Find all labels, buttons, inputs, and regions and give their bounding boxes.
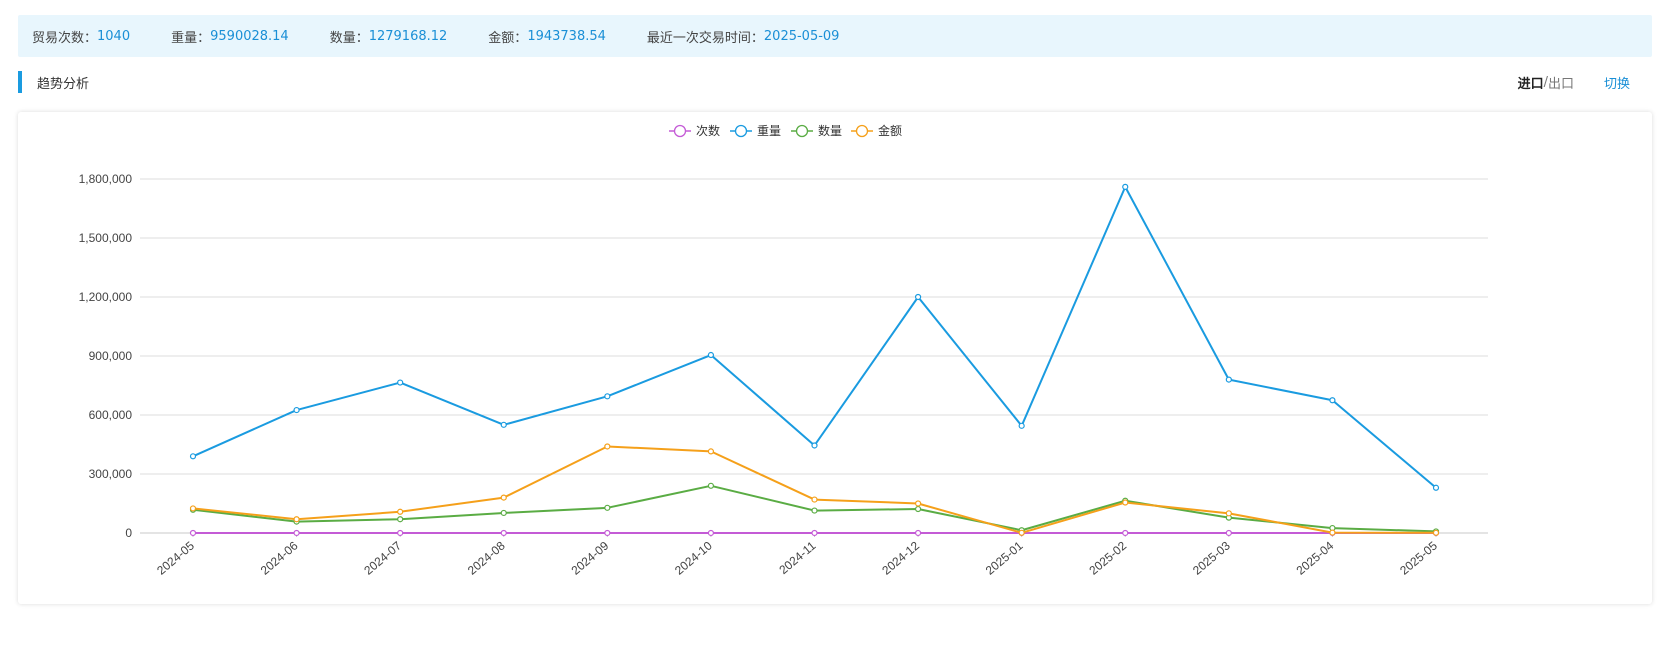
amount-label: 金额： (488, 30, 528, 46)
data-point (914, 529, 922, 537)
y-tick-label: 1,200,000 (79, 290, 133, 304)
quantity-label: 数量： (329, 30, 369, 46)
x-tick-label: 2025-05 (1397, 538, 1440, 577)
amount-stat: 金额： 1943738.54 (488, 27, 606, 46)
data-point (811, 442, 818, 449)
section-title: 趋势分析 (37, 76, 90, 92)
x-tick-label: 2025-04 (1294, 538, 1337, 577)
trend-chart-card: 0 300,000 600,000 900,000 1,200,000 1,500,000… (18, 112, 1652, 604)
data-point (707, 529, 715, 537)
legend-swatch-marker (734, 124, 748, 138)
data-point (1329, 397, 1336, 404)
last-trade-label: 最近一次交易时间： (646, 30, 764, 46)
data-point (1122, 499, 1129, 506)
data-point (189, 453, 197, 460)
legend-label: 重量 (757, 124, 781, 138)
import-toggle[interactable]: 进口 (1517, 76, 1544, 92)
quantity-stat: 数量： 1279168.12 (330, 27, 448, 46)
data-point (914, 293, 922, 301)
data-point (397, 379, 404, 386)
x-tick-label: 2024-11 (776, 538, 818, 577)
legend-label: 数量 (818, 123, 842, 138)
data-point (500, 529, 507, 537)
data-point (604, 393, 611, 400)
last-trade-stat: 最近一次交易时间： 2025-05-09 (647, 27, 840, 46)
weight-value: 9590028.14 (210, 28, 289, 44)
data-point (500, 494, 507, 501)
data-point (1122, 529, 1129, 537)
data-point (1432, 484, 1440, 491)
legend-label: 次数 (696, 123, 720, 138)
y-tick-label: 900,000 (89, 349, 133, 363)
legend-label: 金额 (878, 123, 902, 138)
x-tick-label: 2024-07 (361, 538, 404, 577)
legend-swatch-marker (795, 124, 809, 138)
switch-button[interactable]: 切换 (1603, 76, 1630, 92)
data-point (189, 505, 197, 512)
x-tick-label: 2024-10 (672, 538, 715, 577)
y-tick-label: 600,000 (89, 408, 133, 422)
x-tick-label: 2024-06 (258, 538, 301, 577)
section-accent-bar (18, 71, 22, 93)
trade-count-label: 贸易次数： (32, 30, 98, 46)
data-point (914, 500, 922, 507)
x-tick-label: 2024-09 (569, 538, 612, 577)
data-point (189, 529, 197, 537)
trade-count-value: 1040 (97, 28, 131, 44)
data-point (1018, 422, 1025, 429)
data-point (604, 443, 611, 450)
data-point (293, 529, 300, 537)
x-tick-label: 2025-01 (983, 538, 1026, 577)
data-point (604, 529, 611, 537)
data-point (811, 507, 818, 514)
export-toggle[interactable]: 出口 (1547, 76, 1574, 92)
y-tick-label: 0 (125, 526, 132, 540)
toggle-separator: / (1543, 74, 1548, 90)
x-tick-label: 2024-08 (465, 538, 508, 577)
summary-stats-bar: 贸易次数： 1040 重量： 9590028.14 数量： 1279168.12… (18, 15, 1652, 57)
y-tick-label: 300,000 (89, 467, 133, 481)
x-tick-label: 2024-05 (154, 538, 197, 577)
x-tick-label: 2024-12 (879, 538, 922, 577)
weight-stat: 重量： 9590028.14 (171, 27, 289, 46)
data-point (397, 529, 404, 537)
data-point (293, 516, 300, 523)
data-point (1225, 510, 1232, 517)
y-tick-label: 1,500,000 (79, 231, 133, 245)
data-point (811, 496, 818, 503)
data-point (1432, 529, 1440, 536)
weight-label: 重量： (171, 30, 211, 46)
data-point (1122, 183, 1129, 190)
data-point (707, 351, 715, 359)
data-point (293, 406, 300, 414)
y-tick-label: 1,800,000 (79, 172, 133, 186)
data-point (397, 508, 404, 515)
data-point (397, 516, 404, 523)
data-point (707, 448, 715, 455)
trade-count-stat: 贸易次数： 1040 (32, 27, 130, 46)
legend-swatch-marker (673, 124, 687, 138)
amount-value: 1943738.54 (527, 28, 606, 44)
data-point (914, 505, 922, 513)
trend-line-chart: 0 300,000 600,000 900,000 1,200,000 1,500,000… (79, 123, 1488, 578)
data-point (500, 421, 507, 428)
legend-swatch-marker (855, 124, 869, 138)
direction-toolbar: 进口 / 出口 切换 (1518, 71, 1630, 93)
data-point (811, 529, 818, 537)
data-point (1329, 529, 1336, 536)
data-point (1225, 529, 1232, 537)
x-tick-label: 2025-02 (1086, 538, 1129, 577)
data-point (1225, 376, 1232, 383)
trend-section-header: 趋势分析 进口 / 出口 切换 (18, 71, 1652, 93)
quantity-value: 1279168.12 (368, 28, 448, 44)
data-point (500, 509, 507, 517)
last-trade-value: 2025-05-09 (763, 28, 840, 44)
data-point (604, 504, 611, 511)
x-tick-label: 2025-03 (1190, 538, 1233, 577)
data-point (1018, 529, 1025, 536)
data-point (707, 482, 715, 489)
